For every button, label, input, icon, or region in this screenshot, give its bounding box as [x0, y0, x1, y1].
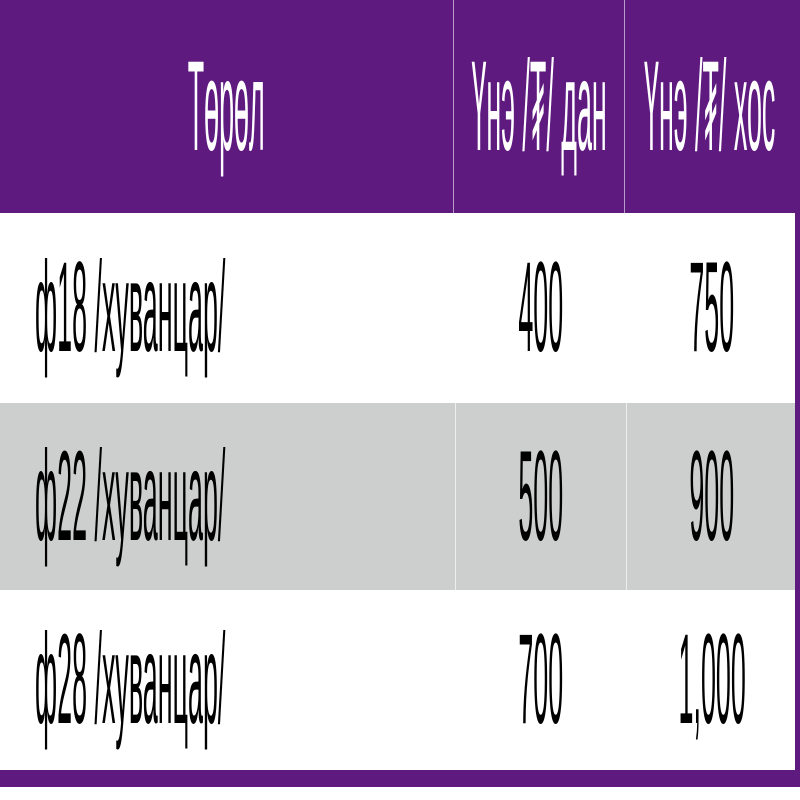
cell-price-pair: 1,000	[626, 590, 797, 770]
cell-price-single: 500	[455, 403, 626, 590]
cell-type: ф28 /хуванцар/	[35, 608, 226, 751]
table-header: Төрөл Үнэ /₮/ дан Үнэ /₮/ хос	[0, 0, 795, 213]
cell-type: ф18 /хуванцар/	[35, 236, 226, 379]
header-cell-type: Төрөл	[188, 34, 265, 178]
table-row: ф18 /хуванцар/ 400 750	[0, 213, 795, 403]
cell-price-single: 700	[455, 590, 626, 770]
cell-type: ф22 /хуванцар/	[35, 424, 226, 568]
table-row: ф28 /хуванцар/ 700 1,000	[0, 590, 795, 770]
header-cell-price-pair: Үнэ /₮/ хос	[624, 0, 795, 213]
header-cell-price-single: Үнэ /₮/ дан	[453, 0, 624, 213]
table-row: ф22 /хуванцар/ 500 900	[0, 403, 795, 590]
cell-price-single: 400	[455, 213, 626, 403]
cell-price-pair: 750	[626, 213, 797, 403]
cell-price-pair: 900	[626, 403, 797, 590]
